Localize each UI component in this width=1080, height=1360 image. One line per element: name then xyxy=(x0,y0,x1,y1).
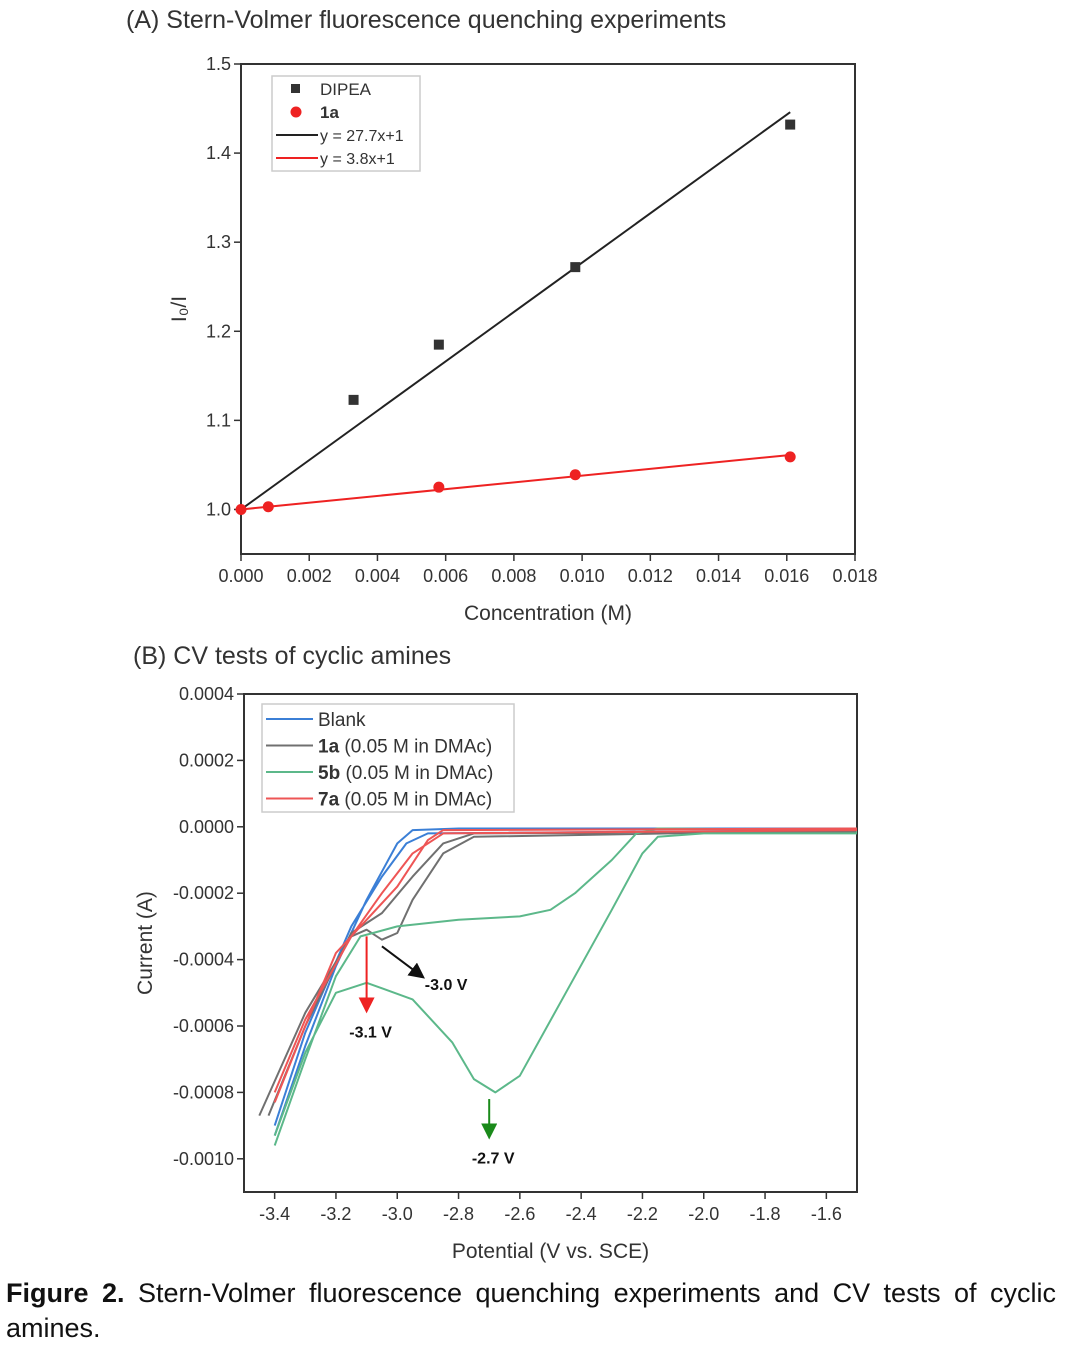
chart-b-x-tick-label: -2.4 xyxy=(566,1204,597,1224)
legend-marker-dipea xyxy=(291,84,300,93)
chart-b-cv: -3.4 -3.2 -3.0 -2.8 -2.6 -2.4 -2.2 -2.0 -1.8 -1.6… xyxy=(134,684,858,1263)
chart-a-x-tick-label: 0.006 xyxy=(423,566,468,586)
chart-b-y-tick-label: 0.0000 xyxy=(179,817,234,837)
chart-a-x-tick-label: 0.016 xyxy=(764,566,809,586)
chart-a-y-tick-label: 1.4 xyxy=(206,143,231,163)
annotation-arrow xyxy=(381,945,425,979)
legend-label-blank: Blank xyxy=(318,710,366,731)
legend-label-bold: 5b xyxy=(318,763,340,784)
cv-curve-1a xyxy=(258,829,857,1117)
chart-b-x-axis-label: Potential (V vs. SCE) xyxy=(452,1240,649,1263)
chart-a-y-tick-label: 1.2 xyxy=(206,321,231,341)
chart-a-x-tick-label: 0.010 xyxy=(560,566,605,586)
chart-b-x-tick-label: -3.2 xyxy=(320,1204,351,1224)
chart-a-stern-volmer: 0.000 0.002 0.004 0.006 0.008 0.010 0.012 0.014… xyxy=(168,54,878,625)
chart-b-x-tick-label: -1.6 xyxy=(811,1204,842,1224)
chart-b-y-tick-label: 0.0002 xyxy=(179,750,234,770)
data-point-dipea xyxy=(570,262,581,273)
chart-b-plot-frame xyxy=(243,693,858,1193)
chart-a-x-tick-label: 0.002 xyxy=(287,566,332,586)
annotation-label: -3.0 V xyxy=(425,977,468,994)
legend-label-bold: 1a xyxy=(318,737,340,758)
chart-a-plot-frame xyxy=(240,63,856,555)
legend-label-bold: 7a xyxy=(318,790,340,811)
fit-line xyxy=(240,111,791,511)
chart-a-title: (A) Stern-Volmer fluorescence quenching … xyxy=(126,6,727,34)
chart-b-y-tick-label: -0.0004 xyxy=(173,950,234,970)
legend-label-rest: (0.05 M in DMAc) xyxy=(340,763,493,784)
fit-line xyxy=(240,453,791,511)
legend-label-dipea: DIPEA xyxy=(320,80,372,99)
chart-b-x-tick-label: -2.6 xyxy=(504,1204,535,1224)
chart-b-title: (B) CV tests of cyclic amines xyxy=(133,642,452,670)
chart-b-x-tick-label: -2.2 xyxy=(627,1204,658,1224)
chart-b-y-axis-label: Current (A) xyxy=(134,891,157,995)
legend-label-bold: Blank xyxy=(318,710,366,731)
chart-b-x-tick-label: -2.8 xyxy=(443,1204,474,1224)
chart-a-x-tick-label: 0.000 xyxy=(218,566,263,586)
data-point-dipea xyxy=(785,119,796,130)
chart-a-y-tick-label: 1.5 xyxy=(206,54,231,74)
legend-label-fit: y = 3.8x+1 xyxy=(320,151,395,168)
data-point-dipea xyxy=(433,339,444,350)
data-point-1a xyxy=(569,469,581,481)
chart-b-y-tick-label: 0.0004 xyxy=(179,684,234,704)
cv-curve-blank xyxy=(273,827,857,1136)
legend-label-1a: 1a xyxy=(320,103,339,122)
chart-b-x-tick-label: -2.0 xyxy=(688,1204,719,1224)
legend-label-7a: 7a (0.05 M in DMAc) xyxy=(318,790,492,811)
chart-b-y-tick-label: -0.0008 xyxy=(173,1082,234,1102)
chart-b-x-tick-label: -3.0 xyxy=(382,1204,413,1224)
legend-marker-1a xyxy=(290,106,302,118)
data-point-1a xyxy=(235,503,247,515)
annotation-label: -3.1 V xyxy=(349,1024,392,1041)
figure-caption: Figure 2. Stern-Volmer fluorescence quen… xyxy=(6,1276,1056,1346)
chart-b-y-tick-label: -0.0002 xyxy=(173,883,234,903)
data-point-1a xyxy=(784,451,796,463)
chart-b-x-tick-label: -1.8 xyxy=(750,1204,781,1224)
chart-a-x-tick-label: 0.012 xyxy=(628,566,673,586)
chart-b-legend xyxy=(261,703,515,813)
caption-label: Figure 2. xyxy=(6,1278,125,1308)
chart-a-y-tick-label: 1.3 xyxy=(206,232,231,252)
chart-a-y-tick-label: 1.1 xyxy=(206,410,231,430)
chart-a-x-tick-label: 0.014 xyxy=(696,566,741,586)
legend-label-fit: y = 27.7x+1 xyxy=(320,128,404,145)
legend-label-rest: (0.05 M in DMAc) xyxy=(339,790,492,811)
data-point-dipea xyxy=(348,394,359,405)
chart-b-y-tick-label: -0.0006 xyxy=(173,1016,234,1036)
data-point-1a xyxy=(433,481,445,493)
chart-a-x-tick-label: 0.004 xyxy=(355,566,400,586)
chart-a-y-tick-label: 1.0 xyxy=(206,499,231,519)
annotation-label: -2.7 V xyxy=(472,1151,515,1168)
chart-a-x-axis-label: Concentration (M) xyxy=(464,602,632,625)
chart-a-y-axis-label: I₀/I xyxy=(168,296,191,322)
chart-a-x-tick-label: 0.018 xyxy=(832,566,877,586)
legend-label-5b: 5b (0.05 M in DMAc) xyxy=(318,763,493,784)
caption-text: Stern-Volmer fluorescence quenching expe… xyxy=(6,1278,1056,1343)
cv-curve-7a xyxy=(273,827,857,1103)
chart-b-y-tick-label: -0.0010 xyxy=(173,1149,234,1169)
data-point-1a xyxy=(262,501,274,513)
chart-b-x-tick-label: -3.4 xyxy=(259,1204,290,1224)
legend-label-rest: (0.05 M in DMAc) xyxy=(339,737,492,758)
chart-a-x-tick-label: 0.008 xyxy=(491,566,536,586)
cv-curve-5b xyxy=(273,827,857,1146)
legend-label-1a: 1a (0.05 M in DMAc) xyxy=(318,737,492,758)
